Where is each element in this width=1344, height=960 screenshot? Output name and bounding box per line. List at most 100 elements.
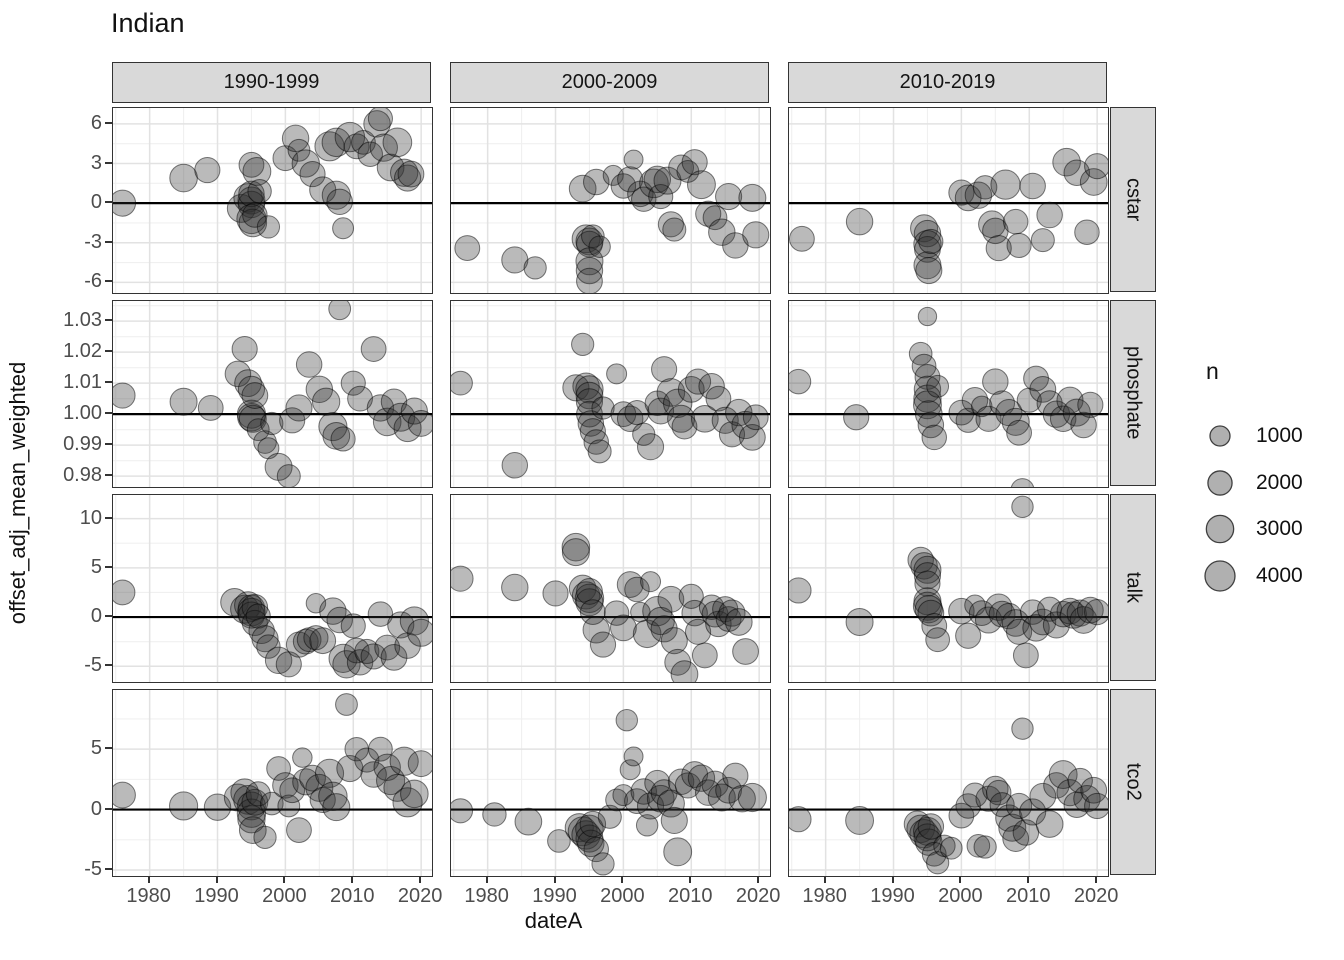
data-point xyxy=(845,806,875,835)
x-tick-label: 1990 xyxy=(194,885,239,907)
x-tick-mark xyxy=(485,876,488,883)
data-point xyxy=(684,618,712,645)
data-point xyxy=(1029,608,1057,636)
data-point xyxy=(738,423,766,451)
data-point xyxy=(789,806,812,833)
data-point xyxy=(1056,597,1084,625)
y-tick-label: -5 xyxy=(84,654,102,677)
data-point xyxy=(286,817,312,844)
data-point xyxy=(789,368,812,395)
data-point xyxy=(966,833,991,858)
data-point xyxy=(360,336,387,362)
y-tick-label: 0.98 xyxy=(63,464,102,487)
y-tick-mark xyxy=(105,201,112,204)
legend-circle-icon xyxy=(1198,461,1242,505)
data-point xyxy=(238,816,267,844)
facet-row-strip: tco2 xyxy=(1110,689,1156,875)
data-point xyxy=(318,781,348,811)
x-tick-mark xyxy=(1095,876,1098,883)
x-tick-mark xyxy=(823,876,826,883)
data-point xyxy=(738,183,767,212)
x-tick-label: 2000 xyxy=(938,885,983,907)
panel-talk-2010-2019 xyxy=(788,494,1109,683)
data-point xyxy=(1030,228,1055,253)
data-point xyxy=(1067,767,1093,794)
data-point xyxy=(1010,478,1035,487)
data-point xyxy=(575,381,604,410)
data-point xyxy=(705,385,732,412)
data-point xyxy=(1011,717,1034,740)
data-point xyxy=(650,615,678,643)
data-point xyxy=(581,224,605,248)
y-tick-mark xyxy=(105,664,112,667)
panel-phosphate-2000-2009 xyxy=(450,300,771,488)
legend-item: 3000 xyxy=(1198,506,1338,553)
data-point xyxy=(253,825,277,849)
data-point xyxy=(113,189,137,217)
data-point xyxy=(964,181,993,209)
data-point xyxy=(616,571,644,598)
data-point xyxy=(926,851,950,875)
data-point xyxy=(1052,147,1081,177)
data-point xyxy=(295,351,323,378)
x-tick-label: 2000 xyxy=(600,885,645,907)
data-point xyxy=(917,306,938,327)
data-point xyxy=(394,164,422,192)
data-point xyxy=(335,693,358,716)
data-point xyxy=(264,646,293,675)
data-point xyxy=(579,599,606,626)
data-point xyxy=(1074,219,1100,245)
data-point xyxy=(400,779,429,809)
data-point xyxy=(326,188,353,216)
data-point xyxy=(400,397,428,425)
data-point xyxy=(276,464,301,487)
data-point xyxy=(311,387,341,416)
y-tick-mark xyxy=(105,443,112,446)
data-point xyxy=(642,596,673,627)
data-point xyxy=(602,164,624,186)
y-tick-label: 3 xyxy=(90,151,102,174)
data-point xyxy=(169,791,199,821)
y-tick-mark xyxy=(105,412,112,415)
legend-title: n xyxy=(1206,358,1219,384)
data-point xyxy=(272,145,299,172)
data-point xyxy=(1084,599,1108,626)
y-tick-label: 10 xyxy=(79,506,102,529)
data-point xyxy=(238,404,267,433)
data-point xyxy=(575,814,604,844)
data-point xyxy=(523,256,547,280)
data-point xyxy=(386,402,416,432)
data-point xyxy=(640,571,662,593)
data-point xyxy=(715,776,742,804)
data-point xyxy=(1042,400,1071,428)
data-point xyxy=(1062,398,1091,427)
facet-column-strip: 1990-1999 xyxy=(112,62,431,103)
data-point xyxy=(643,165,672,194)
data-point xyxy=(340,613,366,639)
data-point xyxy=(663,837,693,867)
data-point xyxy=(1079,168,1108,196)
y-tick-mark xyxy=(105,350,112,353)
data-point xyxy=(340,370,366,396)
y-tick-label: 0 xyxy=(90,797,102,820)
data-point xyxy=(374,634,401,661)
x-tick-label: 2020 xyxy=(735,885,781,907)
data-point xyxy=(660,806,688,834)
data-point xyxy=(351,129,376,155)
y-tick-mark xyxy=(105,319,112,322)
data-point xyxy=(985,234,1012,262)
panel-cstar-2010-2019 xyxy=(788,107,1109,294)
data-point xyxy=(260,411,284,436)
data-point xyxy=(285,394,313,422)
data-point xyxy=(915,256,943,285)
y-tick-label: 0 xyxy=(90,191,102,214)
data-point xyxy=(701,770,729,798)
data-point xyxy=(1084,153,1108,180)
data-point xyxy=(918,228,944,255)
facet-row-strip: phosphate xyxy=(1110,300,1156,486)
data-point xyxy=(542,580,569,607)
data-point xyxy=(248,617,275,645)
data-point xyxy=(587,439,612,464)
data-point xyxy=(789,225,815,252)
data-point xyxy=(671,413,698,440)
